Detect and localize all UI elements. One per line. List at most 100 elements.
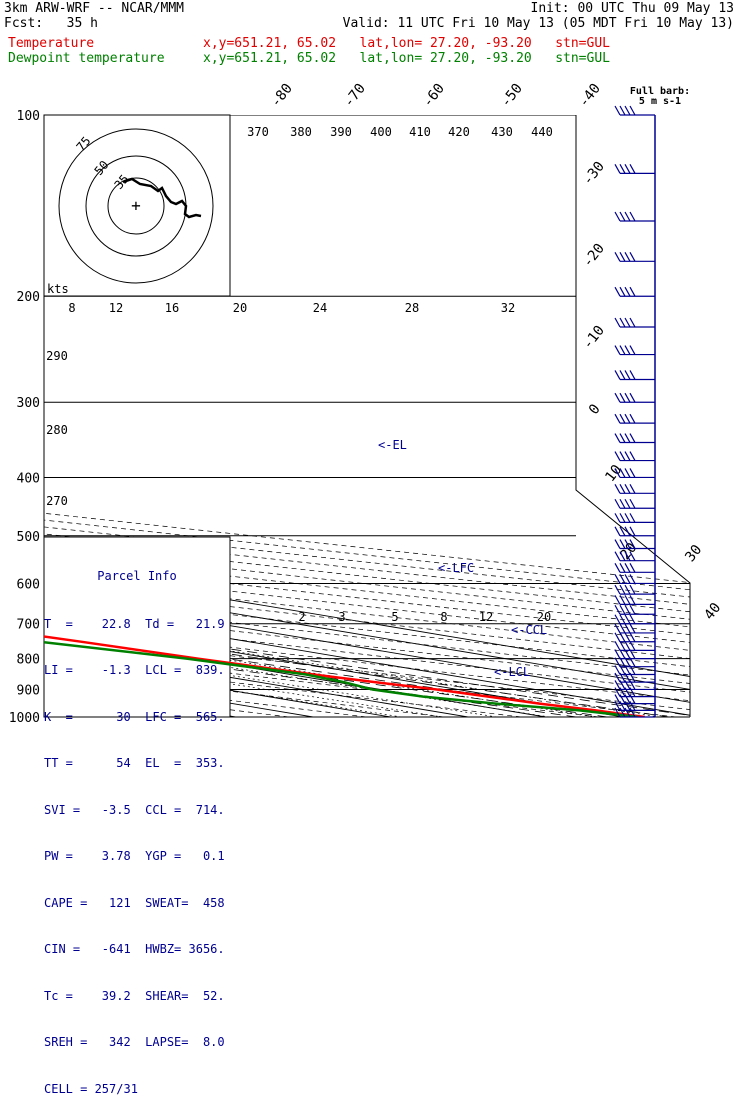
theta-side-label: 290 <box>46 349 68 363</box>
header-line1-left: 3km ARW-WRF -- NCAR/MMM <box>4 1 185 16</box>
hodograph-speed-label: 16 <box>165 301 179 315</box>
theta-label: 370 <box>247 125 269 139</box>
isotherm-label: -10 <box>580 323 608 353</box>
wind-barb <box>614 451 655 462</box>
pressure-tick-label: 700 <box>17 618 40 633</box>
isotherm-label: 0 <box>586 401 604 417</box>
pressure-tick-label: 400 <box>17 471 40 486</box>
pressure-tick-label: 600 <box>17 577 40 592</box>
wind-barb <box>614 623 655 634</box>
wind-barb <box>614 413 655 424</box>
wind-barb <box>614 574 655 585</box>
wind-barb <box>614 317 655 328</box>
theta-label: 410 <box>409 125 431 139</box>
isotherm-label: 10 <box>602 462 625 485</box>
isotherm-line <box>44 115 690 717</box>
mixing-ratio-label: 3 <box>338 610 345 624</box>
hodograph-speed-label: 20 <box>233 301 247 315</box>
isotherm-label: -70 <box>341 81 369 111</box>
parcel-info-row: CAPE = 121 SWEAT= 458 <box>44 895 225 910</box>
wind-barb-legend-label: Full barb: <box>630 86 690 97</box>
wind-barb <box>614 551 655 562</box>
hodograph-speed-label: 24 <box>313 301 327 315</box>
isotherm-label: -30 <box>580 159 608 189</box>
level-annotation: <-LCL <box>494 665 530 679</box>
level-annotation: <-EL <box>378 438 407 452</box>
parcel-info-row: LI = -1.3 LCL = 839. <box>44 663 225 677</box>
pressure-tick-label: 900 <box>17 683 40 698</box>
wind-barb <box>614 513 655 523</box>
wind-barb <box>614 649 655 660</box>
theta-label: 430 <box>491 125 513 139</box>
mixing-ratio-label: 5 <box>391 610 398 624</box>
header-line2-left: Fcst: 35 h <box>4 16 98 31</box>
wind-barb <box>614 632 655 643</box>
mixing-ratio-label: 12 <box>479 610 493 624</box>
parcel-info-row: SREH = 342 LAPSE= 8.0 <box>44 1035 225 1049</box>
wind-barb <box>614 672 655 683</box>
temperature-legend-label: Temperature <box>8 36 95 51</box>
isotherm-label: -60 <box>420 81 448 111</box>
theta-label: 380 <box>290 125 312 139</box>
hodograph-frame <box>43 114 231 297</box>
header-line1-right: Init: 00 UTC Thu 09 May 13 <box>530 1 735 16</box>
theta-label: 440 <box>531 125 553 139</box>
wind-barb <box>614 595 655 605</box>
wind-barb <box>614 345 655 356</box>
parcel-info-row: SVI = -3.5 CCL = 714. <box>44 802 225 817</box>
isotherm-label: -40 <box>576 81 604 111</box>
moist-adiabat-line <box>44 295 690 717</box>
dry-adiabat-line <box>44 115 690 717</box>
wind-barb <box>614 584 655 595</box>
wind-barb <box>614 707 655 718</box>
parcel-info-row: PW = 3.78 YGP = 0.1 <box>44 849 225 863</box>
pressure-tick-label: 100 <box>17 109 40 124</box>
parcel-info-row: TT = 54 EL = 353. <box>44 756 225 770</box>
parcel-info-panel: Parcel Info T = 22.8 Td = 21.9 LI = -1.3… <box>44 538 230 1096</box>
wind-barb <box>614 563 655 573</box>
hodograph-speed-label: 32 <box>501 301 515 315</box>
dry-adiabat-line <box>44 115 690 717</box>
parcel-info-row: CELL = 257/31 <box>44 1081 138 1096</box>
mixing-ratio-label: 8 <box>440 610 447 624</box>
wind-barb <box>614 211 655 222</box>
wind-barb <box>614 483 655 494</box>
theta-side-label: 270 <box>46 494 68 508</box>
isotherm-line <box>44 115 690 717</box>
mixing-ratio-label: 2 <box>298 610 305 624</box>
wind-barb <box>614 539 655 550</box>
hodograph-center-mark: + <box>131 196 141 215</box>
pressure-tick-label: 300 <box>17 396 40 411</box>
header-line2-right: Valid: 11 UTC Fri 10 May 13 (05 MDT Fri … <box>342 16 734 31</box>
hodograph-speed-label: 12 <box>109 301 123 315</box>
mixing-ratio-label: 20 <box>537 610 551 624</box>
sounding-series <box>44 115 645 717</box>
pressure-tick-label: 800 <box>17 653 40 668</box>
parcel-info-row: K = 30 LFC = 565. <box>44 709 225 724</box>
dry-adiabat-line <box>44 115 690 717</box>
hodograph-ring <box>107 177 165 235</box>
level-annotation: <-LFC <box>438 561 474 575</box>
parcel-info-frame <box>43 536 231 718</box>
hodograph-speed-label: 8 <box>68 301 75 315</box>
hodograph-ring <box>58 128 214 284</box>
dry-adiabat-line <box>44 115 690 717</box>
isotherm-label: -20 <box>580 241 608 271</box>
level-annotation: <-CCL <box>511 623 547 637</box>
isotherm-label: -50 <box>498 81 526 111</box>
isotherm-label: -80 <box>268 81 296 111</box>
parcel-info-row: CIN = -641 HWBZ= 3656. <box>44 942 225 956</box>
dewpoint-legend-label: Dewpoint temperature <box>8 51 165 66</box>
parcel-info-row: Tc = 39.2 SHEAR= 52. <box>44 988 225 1003</box>
dewpoint-line <box>44 115 638 717</box>
wind-barb <box>614 498 655 509</box>
parcel-info-title: Parcel Info <box>97 569 177 583</box>
theta-side-label: 280 <box>46 423 68 437</box>
wind-barb <box>614 526 655 537</box>
hodograph-units-label: kts <box>47 282 69 296</box>
wind-barb <box>614 286 655 297</box>
isotherm-line <box>0 115 3 717</box>
wind-barb-legend-units: 5 m s-1 <box>639 96 681 107</box>
